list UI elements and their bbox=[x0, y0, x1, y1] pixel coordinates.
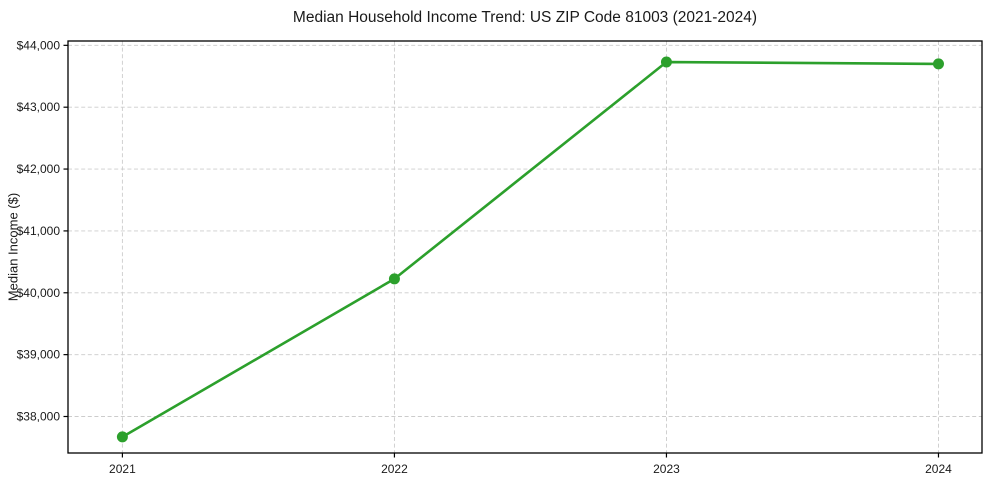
y-tick-label: $40,000 bbox=[17, 286, 61, 300]
y-tick-label: $41,000 bbox=[17, 224, 61, 238]
x-tick-label: 2022 bbox=[381, 462, 408, 476]
data-point-marker bbox=[388, 273, 400, 285]
x-tick-label: 2021 bbox=[109, 462, 136, 476]
x-tick-label: 2024 bbox=[925, 462, 952, 476]
y-tick-label: $44,000 bbox=[17, 38, 61, 52]
chart-title: Median Household Income Trend: US ZIP Co… bbox=[292, 9, 758, 26]
y-tick-label: $39,000 bbox=[17, 348, 61, 362]
trend-line bbox=[121, 60, 940, 439]
data-point-marker bbox=[116, 431, 128, 443]
x-tick-label: 2023 bbox=[653, 462, 680, 476]
data-point-marker bbox=[660, 56, 672, 68]
y-tick-label: $43,000 bbox=[17, 100, 61, 114]
data-point-marker bbox=[932, 58, 944, 70]
y-axis-label: Median Income ($) bbox=[5, 192, 21, 302]
plot-border bbox=[67, 40, 983, 454]
y-tick-label: $42,000 bbox=[17, 162, 61, 176]
y-tick-label: $38,000 bbox=[17, 410, 61, 424]
